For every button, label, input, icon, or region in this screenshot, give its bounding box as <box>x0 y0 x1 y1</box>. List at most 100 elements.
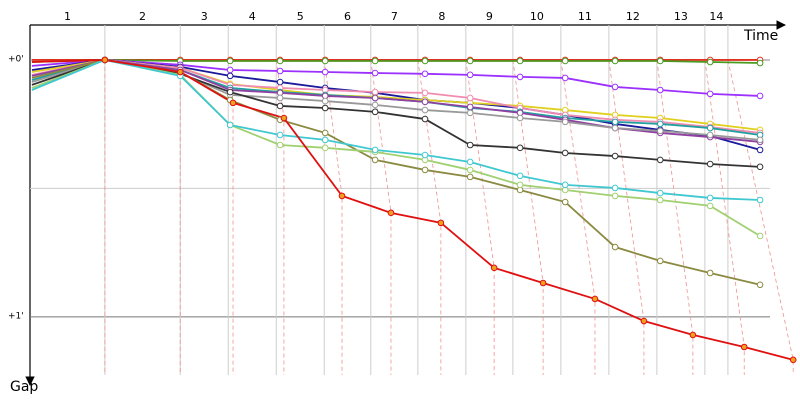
point <box>371 69 379 77</box>
point <box>516 73 524 81</box>
point <box>756 163 764 171</box>
series-line <box>31 59 761 237</box>
point <box>321 97 329 105</box>
point <box>466 158 474 166</box>
point <box>421 115 429 123</box>
point <box>656 196 664 204</box>
point <box>466 109 474 117</box>
point <box>321 136 329 144</box>
lap-connector <box>465 59 495 375</box>
point <box>421 98 429 106</box>
y-tick-label: +1' <box>8 311 24 321</box>
point <box>561 149 569 157</box>
point <box>706 131 714 139</box>
point <box>276 94 284 102</box>
point <box>656 189 664 197</box>
point <box>706 194 714 202</box>
point <box>226 88 234 96</box>
point <box>101 56 109 64</box>
y-axis-label: Gap <box>10 379 38 395</box>
point <box>516 144 524 152</box>
point <box>371 146 379 154</box>
point <box>656 156 664 164</box>
point <box>371 94 379 102</box>
y-tick-label: +0' <box>8 54 24 64</box>
point <box>276 67 284 75</box>
lap-label: 7 <box>391 10 398 23</box>
point <box>516 181 524 189</box>
point <box>756 196 764 204</box>
lap-label: 1 <box>64 10 71 23</box>
point <box>466 173 474 181</box>
point <box>276 102 284 110</box>
point <box>706 90 714 98</box>
point <box>706 58 714 66</box>
point <box>516 172 524 180</box>
point <box>226 72 234 80</box>
lap-label: 4 <box>249 10 256 23</box>
point <box>490 264 498 272</box>
point <box>371 57 379 65</box>
lap-connector <box>417 59 442 375</box>
lap-label: 12 <box>626 10 640 23</box>
point <box>421 89 429 97</box>
point <box>321 57 329 65</box>
point <box>611 152 619 160</box>
lap-connector <box>323 59 343 375</box>
lap-label: 8 <box>438 10 445 23</box>
point <box>276 78 284 86</box>
point <box>321 68 329 76</box>
lap-connector <box>727 59 794 375</box>
point <box>321 144 329 152</box>
point <box>226 121 234 129</box>
point <box>466 103 474 111</box>
point <box>466 166 474 174</box>
point <box>789 356 797 364</box>
point <box>611 118 619 126</box>
point <box>338 192 346 200</box>
point <box>539 279 547 287</box>
point <box>561 57 569 65</box>
series-line <box>31 59 761 168</box>
lap-label: 6 <box>344 10 351 23</box>
point <box>466 94 474 102</box>
point <box>706 269 714 277</box>
point <box>516 114 524 122</box>
point <box>421 151 429 159</box>
point <box>421 106 429 114</box>
lap-label: 14 <box>709 10 723 23</box>
point <box>756 59 764 67</box>
point <box>561 118 569 126</box>
point <box>371 156 379 164</box>
point <box>321 129 329 137</box>
point <box>371 108 379 116</box>
point <box>276 57 284 65</box>
point <box>280 114 288 122</box>
series-line <box>31 59 761 286</box>
series-line <box>31 59 761 131</box>
lap-label: 5 <box>297 10 304 23</box>
point <box>611 192 619 200</box>
point <box>689 331 697 339</box>
point <box>706 124 714 132</box>
point <box>176 68 184 76</box>
point <box>421 70 429 78</box>
point <box>756 146 764 154</box>
point <box>756 92 764 100</box>
point <box>516 57 524 65</box>
series-line <box>31 59 794 361</box>
lap-label: 10 <box>530 10 544 23</box>
point <box>437 219 445 227</box>
point <box>656 57 664 65</box>
point <box>226 66 234 74</box>
lap-connector <box>227 59 234 375</box>
lap-connector <box>608 59 645 375</box>
lap-connector <box>656 59 694 375</box>
x-axis-label: Time <box>743 28 778 44</box>
point <box>466 57 474 65</box>
point <box>466 71 474 79</box>
point <box>656 120 664 128</box>
lap-label: 2 <box>139 10 146 23</box>
point <box>656 127 664 135</box>
